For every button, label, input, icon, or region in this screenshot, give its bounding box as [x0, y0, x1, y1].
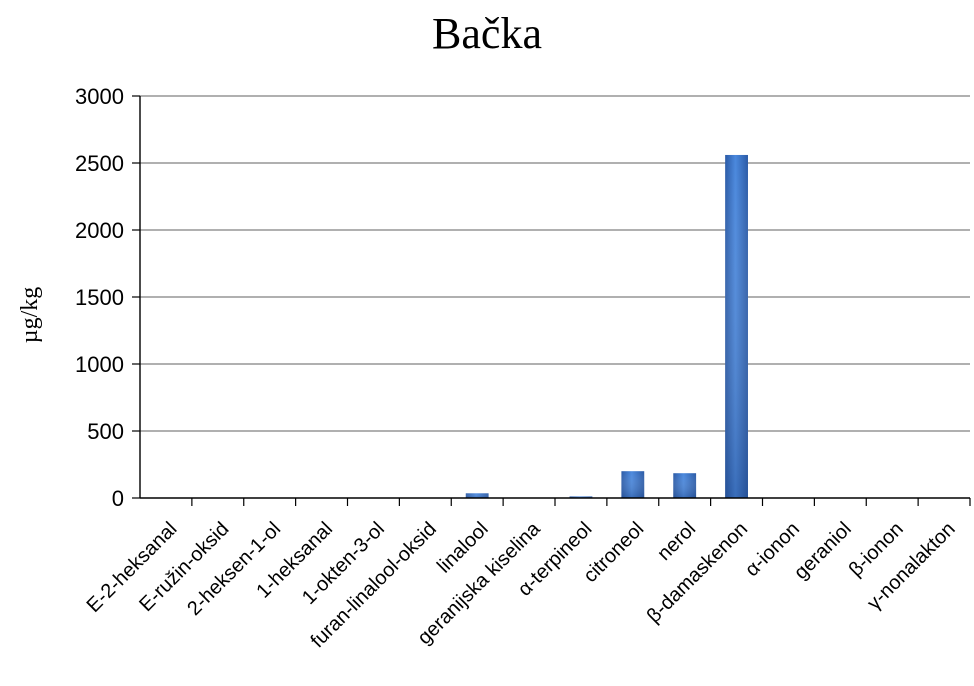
y-tick-label: 2500	[75, 151, 124, 176]
chart-title: Bačka	[432, 9, 542, 58]
x-tick-label: nerol	[653, 518, 700, 565]
bar-shade	[465, 493, 489, 498]
bar-shade	[725, 154, 748, 498]
bar-shade	[569, 496, 593, 498]
y-tick-label: 3000	[75, 84, 124, 109]
x-tick-label: E-2-heksanal	[83, 518, 182, 617]
y-tick-label: 2000	[75, 218, 124, 243]
y-tick-label: 500	[87, 419, 124, 444]
y-tick-label: 0	[112, 486, 124, 511]
bar-shade	[673, 473, 697, 498]
y-tick-label: 1000	[75, 352, 124, 377]
bar-shade	[621, 471, 645, 498]
y-tick-label: 1500	[75, 285, 124, 310]
x-tick-label: geraniol	[790, 518, 856, 584]
